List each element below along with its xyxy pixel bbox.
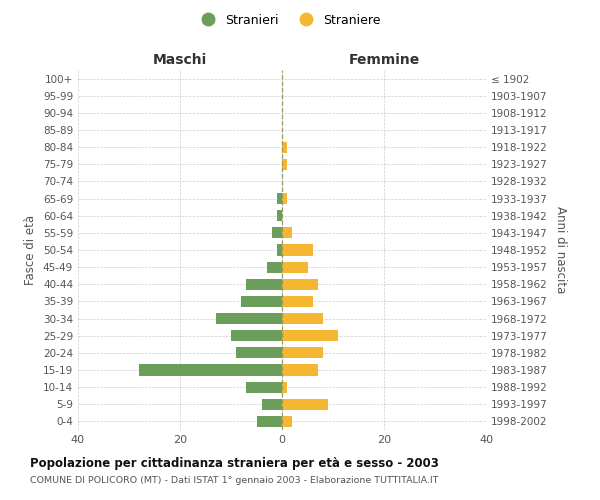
Bar: [282, 142, 287, 152]
Bar: [272, 228, 282, 238]
Bar: [282, 228, 292, 238]
Bar: [282, 158, 287, 170]
Bar: [282, 348, 323, 358]
Bar: [139, 364, 282, 376]
Bar: [282, 416, 292, 427]
Bar: [277, 210, 282, 222]
Bar: [241, 296, 282, 307]
Bar: [282, 296, 313, 307]
Bar: [247, 382, 282, 392]
Text: Popolazione per cittadinanza straniera per età e sesso - 2003: Popolazione per cittadinanza straniera p…: [30, 458, 439, 470]
Bar: [277, 244, 282, 256]
Bar: [282, 313, 323, 324]
Bar: [282, 193, 287, 204]
Bar: [257, 416, 282, 427]
Bar: [282, 244, 313, 256]
Text: Femmine: Femmine: [349, 52, 419, 66]
Bar: [282, 330, 338, 342]
Bar: [216, 313, 282, 324]
Bar: [282, 382, 287, 392]
Bar: [231, 330, 282, 342]
Bar: [236, 348, 282, 358]
Bar: [267, 262, 282, 272]
Legend: Stranieri, Straniere: Stranieri, Straniere: [190, 8, 386, 32]
Bar: [277, 193, 282, 204]
Bar: [247, 278, 282, 290]
Bar: [282, 364, 318, 376]
Y-axis label: Fasce di età: Fasce di età: [25, 215, 37, 285]
Bar: [282, 398, 328, 410]
Text: COMUNE DI POLICORO (MT) - Dati ISTAT 1° gennaio 2003 - Elaborazione TUTTITALIA.I: COMUNE DI POLICORO (MT) - Dati ISTAT 1° …: [30, 476, 439, 485]
Bar: [282, 278, 318, 290]
Text: Maschi: Maschi: [153, 52, 207, 66]
Bar: [282, 262, 308, 272]
Bar: [262, 398, 282, 410]
Y-axis label: Anni di nascita: Anni di nascita: [554, 206, 567, 294]
